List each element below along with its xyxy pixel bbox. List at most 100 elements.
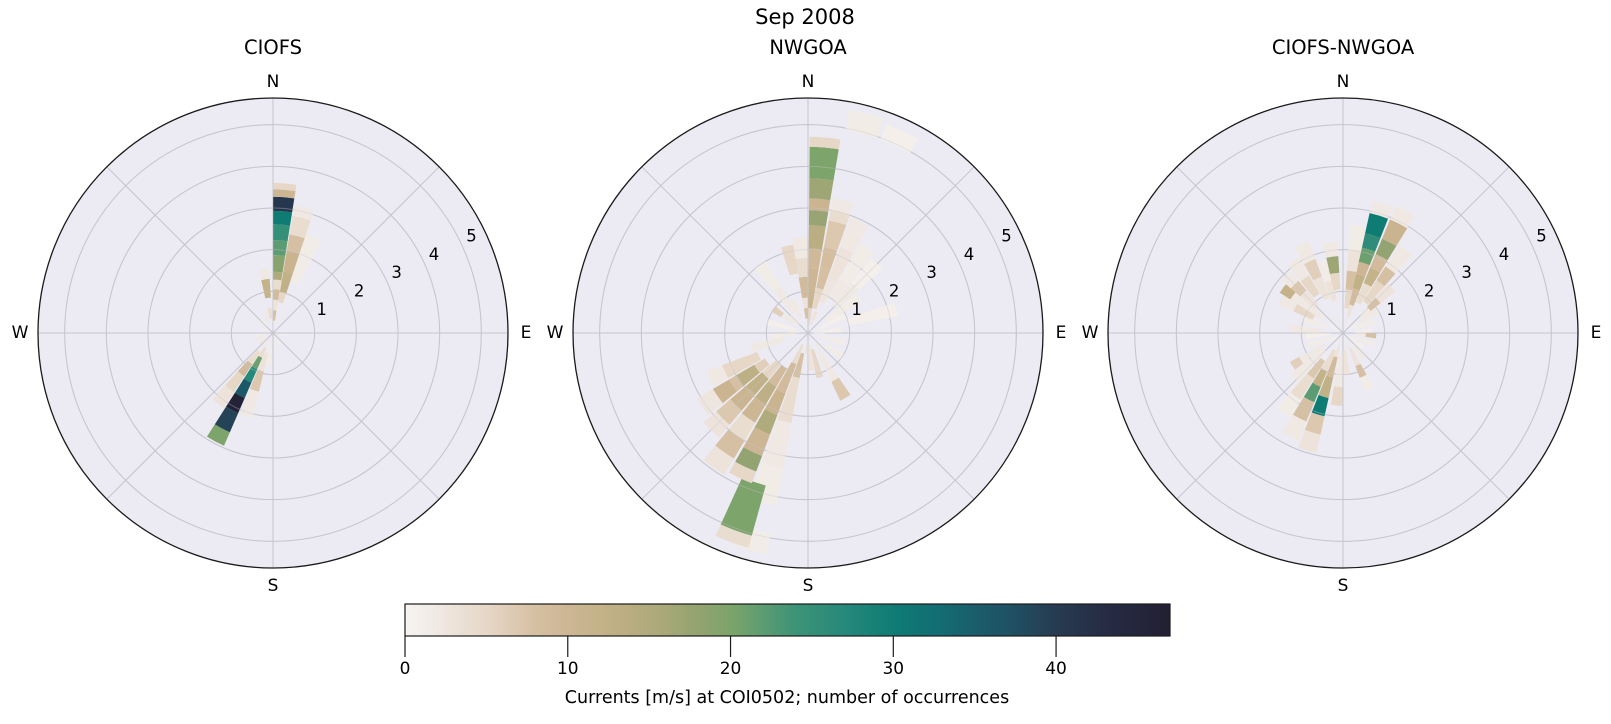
rose-bar [1336, 316, 1342, 328]
rose-bar [1348, 347, 1361, 367]
rose-bar [273, 240, 288, 257]
rose-bar [746, 372, 769, 395]
colorbar-outline [404, 603, 1171, 637]
rose-bar [764, 389, 786, 415]
rose-bar [1292, 396, 1315, 422]
radial-tick-label: 4 [1499, 245, 1510, 264]
rose-bar [754, 409, 778, 435]
rose-bar [792, 352, 805, 379]
grid-circle [599, 124, 1017, 542]
rose-bar [851, 258, 883, 290]
rose-bar [1293, 303, 1315, 320]
radial-tick-label: 4 [964, 245, 975, 264]
compass-label-n: N [1337, 72, 1350, 92]
rose-bar [781, 313, 796, 325]
rose-bar [712, 379, 738, 404]
rose-bar [735, 447, 763, 472]
radial-tick-label: 5 [1536, 227, 1547, 246]
rose-bar [243, 366, 258, 383]
rose-bar [828, 247, 854, 283]
colorbar-tick-label: 0 [400, 659, 411, 679]
grid-circle [147, 207, 399, 459]
rose-bar [804, 341, 808, 354]
rose-bar [1311, 395, 1329, 417]
polar-plot-ciofs-nwgoa: 1 2 3 4 5 N E S W [1082, 72, 1602, 596]
rose-bar [1344, 319, 1352, 330]
subplot-title-ciofs-nwgoa: CIOFS-NWGOA [1271, 36, 1415, 59]
rose-bar [812, 287, 824, 310]
rose-bar [750, 337, 785, 353]
rose-bar [808, 345, 815, 371]
rose-bar [289, 215, 311, 239]
rose-bar [1276, 392, 1301, 418]
rose-bar [789, 297, 803, 319]
rose-bar [722, 351, 761, 379]
grid-circle [1134, 124, 1552, 542]
rose-bar [1365, 333, 1377, 339]
rose-bar [1282, 414, 1307, 441]
rose-bar [803, 308, 808, 319]
rose-bar [1329, 324, 1340, 332]
rose-bar [845, 109, 884, 139]
rose-bar [1287, 257, 1310, 282]
rose-bar [1352, 274, 1366, 291]
rose-bar [278, 291, 287, 304]
radial-tick-label: 5 [466, 227, 477, 246]
grid-spoke [1342, 332, 1510, 500]
rose-bar [1329, 272, 1341, 291]
polar-spine [1107, 97, 1579, 569]
rose-bar [1348, 323, 1359, 331]
grid-spoke [641, 332, 809, 500]
rose-bar [1300, 290, 1319, 309]
rose-bar [823, 220, 847, 251]
radial-tick-label: 2 [354, 281, 365, 300]
rose-bar [277, 333, 286, 337]
rose-bar [273, 183, 297, 192]
rose-bar [234, 378, 252, 398]
compass-label-n: N [267, 72, 280, 92]
colorbar-gradient [405, 604, 1170, 636]
rose-bar [1299, 342, 1327, 364]
rose-bar [840, 217, 869, 254]
rose-bar [1355, 363, 1367, 378]
rose-bar [273, 339, 278, 350]
colorbar-tick-label: 40 [1045, 659, 1067, 679]
rose-bar [1382, 219, 1408, 246]
polar-grid [573, 98, 1043, 568]
rose-bar [777, 376, 800, 424]
colorbar-tick-label: 10 [557, 659, 579, 679]
rose-bar [1278, 294, 1298, 312]
rose-bar [808, 248, 822, 270]
rose-bar [1330, 386, 1343, 406]
rose-bar [264, 338, 271, 349]
rose-bar [261, 278, 271, 299]
rose-bar [1376, 266, 1396, 287]
rose-bar [816, 267, 831, 290]
rose-bar [257, 352, 269, 372]
subplot-title-ciofs: CIOFS [244, 36, 302, 59]
rose-bar [816, 350, 839, 382]
rose-bar [754, 261, 781, 292]
rose-bar [1354, 319, 1376, 330]
rose-bar [824, 343, 844, 360]
rose-bar [811, 348, 824, 379]
grid-circle [724, 249, 892, 417]
compass-label-e: E [1056, 323, 1067, 343]
rose-bar [1349, 288, 1360, 306]
rose-bar [1345, 270, 1357, 291]
radial-tick-label: 3 [391, 263, 402, 282]
rose-bar [768, 365, 787, 387]
rose-bars [1276, 200, 1415, 453]
rose-bar [880, 124, 918, 154]
rose-bar [820, 246, 838, 271]
grid-circle [682, 207, 934, 459]
rose-bar [267, 308, 273, 319]
grid-circle [1300, 290, 1386, 376]
rose-bar [831, 377, 851, 401]
rose-bar [1290, 373, 1314, 400]
rose-bar [787, 329, 800, 333]
rose-bar [819, 278, 837, 304]
grid-spoke [1176, 166, 1344, 334]
rose-bar [290, 234, 322, 285]
rose-bar [259, 317, 269, 328]
